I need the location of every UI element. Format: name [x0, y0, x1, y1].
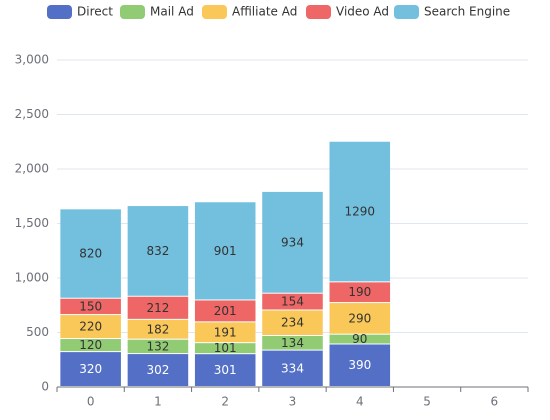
bar-segment: [262, 191, 323, 293]
legend-label[interactable]: Search Engine: [424, 5, 510, 19]
y-tick-label: 1,000: [15, 271, 49, 285]
data-label: 220: [79, 320, 102, 334]
data-label: 301: [214, 363, 237, 377]
data-label: 154: [281, 295, 304, 309]
bar-segment: [329, 303, 391, 334]
x-tick-label: 4: [356, 395, 364, 409]
bar-segment: [329, 282, 391, 303]
bar-segment: [329, 344, 391, 386]
bar-segment: [194, 322, 256, 343]
data-label: 934: [281, 235, 304, 249]
legend-icon[interactable]: [202, 5, 227, 19]
bar-segment: [60, 339, 121, 352]
bar-segment: [127, 206, 189, 296]
x-tick-label: 5: [423, 395, 431, 409]
data-label: 290: [348, 311, 371, 325]
bar-segment: [127, 339, 189, 354]
bar-segment: [262, 310, 323, 335]
data-label: 120: [79, 338, 102, 352]
y-tick-label: 1,500: [15, 216, 49, 230]
legend-label[interactable]: Affiliate Ad: [232, 5, 297, 19]
bar-segment: [60, 209, 121, 298]
legend-icon[interactable]: [47, 5, 72, 19]
bar-segment: [194, 202, 256, 300]
data-label: 201: [214, 304, 237, 318]
legend-label[interactable]: Direct: [77, 5, 113, 19]
data-label: 101: [214, 341, 237, 355]
data-label: 132: [146, 339, 169, 353]
bar-segment: [329, 141, 391, 282]
data-label: 1290: [345, 205, 376, 219]
bar-segment: [262, 335, 323, 350]
data-label: 302: [146, 363, 169, 377]
x-tick-label: 0: [87, 395, 95, 409]
bar-segment: [194, 354, 256, 386]
data-label: 832: [146, 244, 169, 258]
bar-segment: [127, 354, 189, 386]
legend-label[interactable]: Mail Ad: [150, 5, 194, 19]
bar-segment: [60, 315, 121, 339]
data-label: 182: [146, 322, 169, 336]
bar-segment: [262, 350, 323, 386]
data-label: 212: [146, 301, 169, 315]
y-tick-label: 500: [26, 325, 49, 339]
legend-icon[interactable]: [120, 5, 145, 19]
data-label: 390: [348, 358, 371, 372]
y-tick-label: 2,000: [15, 162, 49, 176]
x-tick-label: 6: [491, 395, 499, 409]
data-label: 234: [281, 316, 304, 330]
data-label: 90: [352, 332, 367, 346]
bar-segment: [127, 296, 189, 319]
bar-segment: [329, 334, 391, 344]
data-label: 190: [348, 285, 371, 299]
bar-segment: [60, 352, 121, 386]
legend-label[interactable]: Video Ad: [336, 5, 389, 19]
legend-icon[interactable]: [394, 5, 419, 19]
bar-segment: [194, 343, 256, 354]
data-label: 334: [281, 361, 304, 375]
x-tick-label: 1: [154, 395, 162, 409]
data-label: 901: [214, 244, 237, 258]
bar-segment: [127, 319, 189, 339]
y-tick-label: 2,500: [15, 107, 49, 121]
y-tick-label: 3,000: [15, 53, 49, 67]
x-tick-label: 3: [289, 395, 297, 409]
legend-icon[interactable]: [306, 5, 331, 19]
data-label: 191: [214, 325, 237, 339]
y-tick-label: 0: [41, 380, 49, 394]
data-label: 820: [79, 247, 102, 261]
bar-segment: [194, 300, 256, 322]
data-label: 134: [281, 336, 304, 350]
data-label: 150: [79, 299, 102, 313]
bar-segment: [262, 293, 323, 310]
bar-segment: [60, 298, 121, 315]
data-label: 320: [79, 362, 102, 376]
x-tick-label: 2: [221, 395, 229, 409]
